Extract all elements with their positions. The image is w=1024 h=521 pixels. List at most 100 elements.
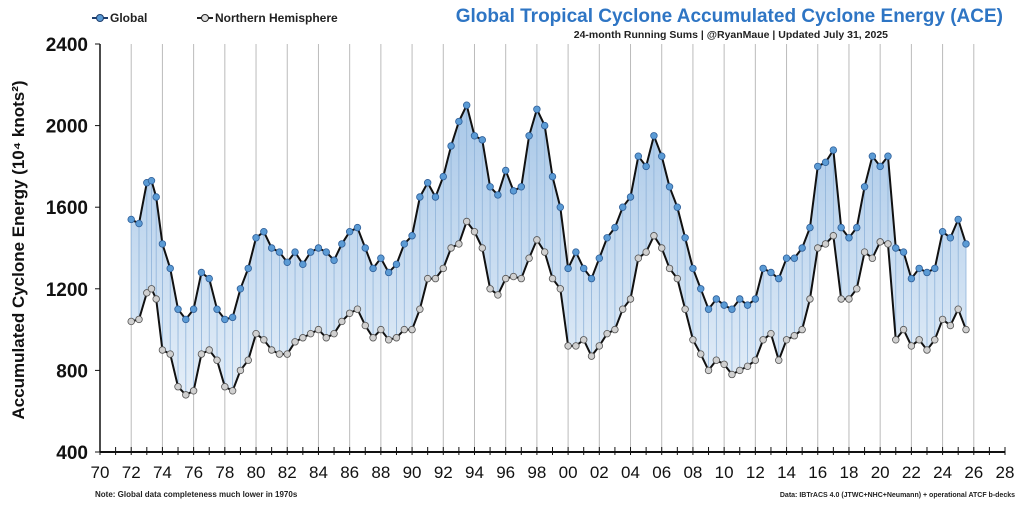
nh-point bbox=[447, 244, 455, 252]
global-point bbox=[158, 240, 167, 248]
nh-point bbox=[330, 329, 338, 338]
global-point bbox=[743, 301, 752, 309]
x-tick-label: 08 bbox=[683, 463, 702, 482]
global-point bbox=[548, 172, 557, 181]
global-point bbox=[400, 240, 408, 248]
nh-point bbox=[213, 356, 221, 364]
x-tick-label: 78 bbox=[215, 463, 234, 482]
nh-point bbox=[782, 336, 791, 344]
nh-point bbox=[462, 217, 471, 226]
nh-point bbox=[798, 325, 806, 334]
global-point bbox=[182, 315, 190, 324]
nh-point bbox=[712, 356, 721, 364]
nh-point bbox=[408, 325, 416, 334]
global-point bbox=[361, 244, 369, 252]
nh-point bbox=[244, 356, 252, 364]
nh-point bbox=[228, 387, 237, 395]
global-point bbox=[197, 268, 206, 277]
x-tick-label: 14 bbox=[777, 463, 796, 482]
nh-point bbox=[751, 356, 760, 364]
x-tick-label: 98 bbox=[527, 463, 546, 482]
global-point bbox=[821, 158, 830, 167]
global-point bbox=[814, 162, 822, 171]
x-tick-label: 26 bbox=[964, 463, 983, 482]
global-point bbox=[447, 142, 455, 150]
x-tick-label: 20 bbox=[871, 463, 890, 482]
nh-point bbox=[619, 305, 627, 313]
nh-point bbox=[470, 227, 479, 236]
nh-point bbox=[814, 244, 822, 252]
x-tick-label: 00 bbox=[559, 463, 578, 482]
global-point bbox=[689, 264, 697, 273]
global-point bbox=[540, 121, 549, 130]
global-point bbox=[152, 193, 160, 201]
x-tick-label: 86 bbox=[340, 463, 359, 482]
nh-point bbox=[790, 332, 799, 340]
global-point bbox=[205, 274, 213, 283]
global-point bbox=[135, 219, 143, 228]
x-tick-label: 22 bbox=[902, 463, 921, 482]
global-point bbox=[221, 315, 229, 324]
nh-point bbox=[946, 321, 955, 330]
global-point bbox=[455, 117, 463, 126]
global-point bbox=[837, 223, 845, 232]
nh-point bbox=[152, 295, 160, 303]
nh-point bbox=[147, 285, 156, 293]
nh-point bbox=[603, 329, 611, 338]
global-point bbox=[509, 187, 518, 195]
global-point bbox=[501, 166, 510, 175]
global-point bbox=[369, 264, 377, 273]
nh-point bbox=[135, 315, 143, 324]
legend-nh: Northern Hemisphere bbox=[215, 11, 338, 25]
nh-point bbox=[658, 244, 666, 252]
global-point bbox=[556, 203, 565, 211]
nh-point bbox=[314, 325, 323, 334]
nh-point bbox=[899, 325, 908, 334]
x-tick-label: 04 bbox=[621, 463, 640, 482]
global-point bbox=[525, 132, 533, 140]
nh-point bbox=[158, 346, 167, 354]
nh-point bbox=[759, 336, 767, 344]
nh-point bbox=[611, 325, 619, 334]
global-point bbox=[829, 146, 838, 154]
nh-point bbox=[299, 334, 307, 342]
nh-point bbox=[197, 350, 206, 358]
note-left: Note: Global data completeness much lowe… bbox=[95, 490, 298, 499]
y-axis-label: Accumulated Cyclone Energy (10⁴ knots²) bbox=[9, 80, 28, 419]
global-point bbox=[775, 274, 783, 283]
note-right: Data: IBTrACS 4.0 (JTWC+NHC+Neumann) + o… bbox=[780, 492, 1015, 499]
global-point bbox=[384, 268, 393, 277]
global-point bbox=[946, 234, 955, 242]
global-point bbox=[267, 244, 276, 252]
global-point bbox=[595, 254, 604, 262]
nh-point bbox=[962, 325, 970, 334]
global-point bbox=[876, 162, 884, 171]
global-point bbox=[634, 152, 643, 160]
global-point bbox=[907, 274, 916, 283]
nh-point bbox=[564, 342, 572, 350]
global-point bbox=[478, 136, 486, 144]
global-point bbox=[431, 193, 440, 201]
x-tick-label: 84 bbox=[309, 463, 328, 482]
global-point bbox=[720, 301, 728, 309]
nh-point bbox=[361, 321, 369, 330]
global-point bbox=[213, 305, 221, 313]
nh-point bbox=[416, 305, 424, 313]
nh-point bbox=[845, 295, 853, 303]
x-tick-label: 12 bbox=[746, 463, 765, 482]
x-tick-label: 94 bbox=[465, 463, 484, 482]
nh-point bbox=[884, 240, 892, 248]
nh-point bbox=[486, 285, 494, 293]
global-point bbox=[931, 264, 939, 273]
global-point bbox=[580, 264, 588, 273]
nh-point bbox=[166, 350, 174, 358]
global-point bbox=[174, 305, 182, 313]
legend-nh-marker bbox=[201, 14, 209, 22]
global-point bbox=[782, 254, 791, 262]
global-point bbox=[728, 305, 736, 313]
global-point bbox=[423, 179, 432, 187]
global-point bbox=[330, 256, 338, 264]
x-tick-label: 24 bbox=[933, 463, 952, 482]
nh-point bbox=[923, 346, 931, 354]
